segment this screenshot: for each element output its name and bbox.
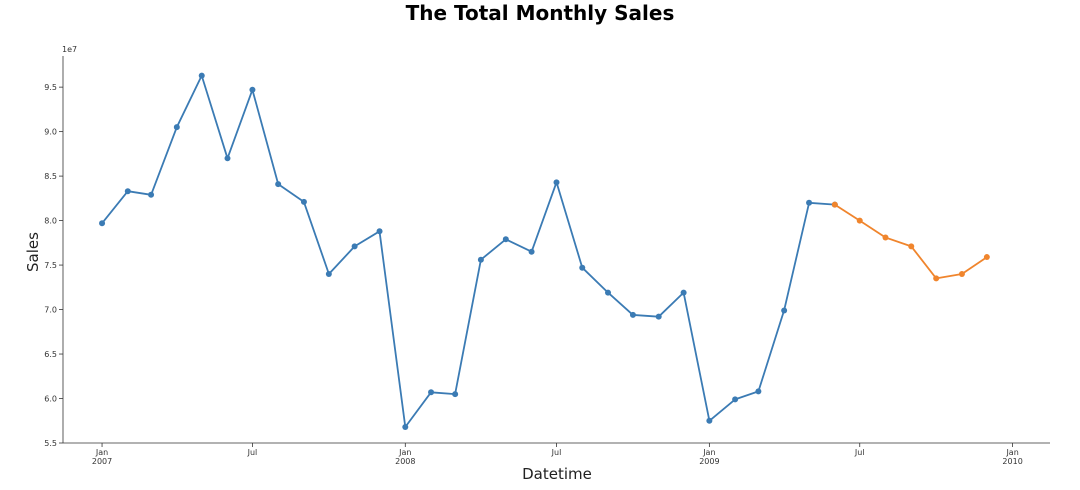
y-tick-label: 7.0 [44,306,57,315]
data-point [528,248,535,255]
data-point [99,220,106,227]
y-tick-label: 6.5 [44,350,57,359]
data-point [249,86,256,93]
series-layer [99,72,990,430]
data-point [983,254,990,261]
data-point [629,311,636,318]
y-tick-label: 8.0 [44,217,57,226]
data-point [831,201,838,208]
data-point [198,72,205,79]
x-tick-year-label: 2007 [92,457,112,466]
y-axis-ticks: 5.5 6.0 6.5 7.0 7.5 8.0 8.5 9.0 9.5 [44,83,63,448]
data-point [958,270,965,277]
data-point [781,307,788,314]
data-point [908,243,915,250]
data-point [732,396,739,403]
data-point [605,289,612,296]
data-point [706,417,713,424]
data-point [579,264,586,271]
data-point [477,256,484,263]
data-point [502,236,509,243]
data-point [933,275,940,282]
data-point [124,188,131,195]
data-point [680,289,687,296]
x-tick-label: Jan [1005,448,1018,457]
data-point [882,234,889,241]
data-point [806,199,813,206]
x-tick-year-label: 2008 [395,457,415,466]
y-axis-label: Sales [24,232,42,272]
y-tick-label: 5.5 [44,439,57,448]
x-tick-label: Jul [854,448,865,457]
data-point [300,198,307,205]
x-tick-label: Jan [702,448,715,457]
data-point [755,388,762,395]
y-tick-label: 6.0 [44,395,57,404]
y-axis-offset-label: 1e7 [62,45,77,54]
series-1 [99,72,838,430]
data-point [325,270,332,277]
data-point [428,389,435,396]
x-tick-label: Jul [247,448,258,457]
data-point [173,124,180,131]
x-tick-label: Jul [551,448,562,457]
data-point [655,313,662,320]
x-tick-label: Jan [398,448,411,457]
data-point [402,423,409,430]
axes [62,56,1050,444]
y-tick-label: 8.5 [44,172,57,181]
x-tick-label: Jan [95,448,108,457]
y-tick-label: 9.5 [44,83,57,92]
chart-title: The Total Monthly Sales [405,1,675,25]
data-point [275,181,282,188]
x-axis-label: Datetime [522,465,592,483]
y-tick-label: 7.5 [44,261,57,270]
data-point [148,191,155,198]
x-tick-year-label: 2009 [699,457,719,466]
data-point [224,155,231,162]
data-point [553,179,560,186]
series-1-line [101,74,835,428]
data-point [452,391,459,398]
data-point [376,228,383,235]
x-tick-year-label: 2010 [1002,457,1022,466]
series-2-line [834,203,988,280]
data-point [351,243,358,250]
data-point [856,217,863,224]
y-tick-label: 9.0 [44,128,57,137]
series-2 [831,201,990,282]
